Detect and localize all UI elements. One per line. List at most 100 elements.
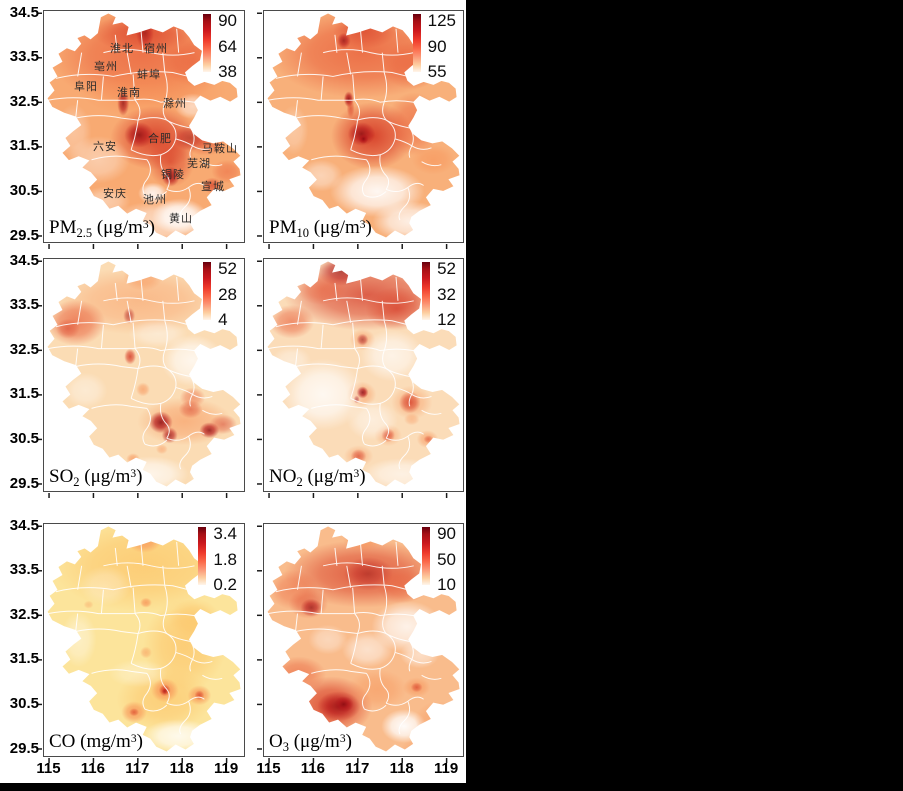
colorbar-tick-min: 12 <box>437 310 456 329</box>
y-tick-label: 31.5 <box>9 385 39 403</box>
colorbar-gradient <box>422 527 431 585</box>
colorbar-tick-min: 55 <box>427 62 447 81</box>
colorbar-tick-max: 52 <box>218 259 237 278</box>
colorbar-gradient <box>203 14 212 72</box>
y-tick-label: 33.5 <box>9 48 39 66</box>
map-so2 <box>46 260 242 488</box>
pollutant-name: NO <box>269 466 297 487</box>
colorbar-gradient <box>412 14 421 72</box>
unit-text: (μg/m <box>308 217 360 238</box>
y-tick-label: 29.5 <box>9 474 39 492</box>
colorbar-labels: 52 28 4 <box>218 260 237 328</box>
map-o3 <box>266 525 461 753</box>
x-tick-label: 119 <box>213 760 239 777</box>
colorbar-tick-min: 10 <box>437 575 456 594</box>
city-label: 池州 <box>143 194 167 206</box>
colorbar-tick-max: 52 <box>437 259 456 278</box>
colorbar-tick-max: 90 <box>218 11 237 30</box>
y-tick-label: 34.5 <box>9 516 39 534</box>
colorbar-tick-mid: 1.8 <box>213 549 237 569</box>
unit-superscript: 3 <box>130 468 137 480</box>
y-axis-ticks <box>257 524 262 756</box>
city-label: 宿州 <box>144 43 168 55</box>
pollutant-subscript: 3 <box>282 740 289 754</box>
x-tick-label: 117 <box>125 760 150 777</box>
colorbar-tick-min: 38 <box>218 62 237 81</box>
unit-text: (μg/m <box>92 217 143 238</box>
y-tick-label: 30.5 <box>9 429 39 447</box>
city-label: 芜湖 <box>187 158 211 170</box>
colorbar-co: 3.4 1.8 0.2 <box>198 525 237 593</box>
x-axis-ticks <box>264 244 463 249</box>
colorbar-no2: 52 32 12 <box>422 260 456 328</box>
unit-superscript: 3 <box>339 733 346 745</box>
y-tick-label: 30.5 <box>9 181 39 199</box>
unit-close: ) <box>136 466 143 487</box>
x-tick-label: 115 <box>256 760 281 777</box>
colorbar-tick-max: 125 <box>427 11 456 30</box>
x-axis-ticks <box>264 758 463 763</box>
unit-close: ) <box>345 731 352 752</box>
x-tick-label: 115 <box>36 760 61 777</box>
y-tick-label: 29.5 <box>9 226 39 244</box>
y-axis-ticks <box>37 11 42 242</box>
pollutant-name: PM <box>49 217 77 238</box>
colorbar-labels: 125 90 55 <box>428 12 456 80</box>
pollutant-subscript: 2 <box>296 475 303 489</box>
x-tick-label: 118 <box>389 760 414 777</box>
unit-superscript: 3 <box>359 219 366 231</box>
pollutant-name: PM <box>269 217 297 238</box>
colorbar-labels: 90 64 38 <box>218 12 237 80</box>
panel-title-no2: NO2 (μg/m3) <box>269 466 366 490</box>
colorbar-pm25: 90 64 38 <box>203 12 237 80</box>
city-label: 六安 <box>93 141 117 153</box>
unit-close: ) <box>359 466 366 487</box>
y-tick-label: 32.5 <box>9 92 39 110</box>
panel-title-so2: SO2 (μg/m3) <box>49 466 142 490</box>
unit-text: (mg/m <box>75 731 131 752</box>
x-axis-ticks <box>264 493 463 498</box>
city-label: 马鞍山 <box>202 143 238 155</box>
panel-title-co: CO (mg/m3) <box>49 731 143 755</box>
x-tick-label: 116 <box>80 760 105 777</box>
y-tick-label: 33.5 <box>9 296 39 314</box>
y-tick-label: 30.5 <box>9 694 39 712</box>
city-label: 阜阳 <box>74 81 98 93</box>
y-tick-label: 33.5 <box>9 561 39 579</box>
panel-title-pm25: PM2.5 (μg/m3) <box>49 217 155 241</box>
unit-text: (μg/m <box>302 466 354 487</box>
pollutant-name: CO <box>49 731 76 752</box>
y-tick-label: 34.5 <box>9 3 39 21</box>
city-label: 亳州 <box>94 61 118 73</box>
x-axis-ticks <box>44 758 244 763</box>
map-co <box>46 525 242 753</box>
colorbar-tick-min: 4 <box>218 310 228 329</box>
y-axis-ticks <box>257 259 262 491</box>
unit-superscript: 3 <box>142 219 149 231</box>
y-tick-label: 32.5 <box>9 605 39 623</box>
y-axis-ticks <box>257 11 262 242</box>
colorbar-tick-mid: 50 <box>437 549 456 569</box>
y-tick-label: 31.5 <box>9 650 39 668</box>
unit-text: (μg/m <box>288 731 340 752</box>
colorbar-tick-mid: 28 <box>218 284 237 304</box>
colorbar-labels: 3.4 1.8 0.2 <box>213 525 237 593</box>
y-axis-ticks <box>37 524 42 756</box>
city-label: 安庆 <box>103 188 127 200</box>
panel-pm10: 125 90 55 PM10 (μg/m3) <box>257 10 464 249</box>
figure-content: 淮北 宿州 亳州 蚌埠 阜阳 淮南 滁州 六安 合肥 马鞍山 芜湖 铜陵 宣城 … <box>0 0 466 783</box>
city-label: 铜陵 <box>161 169 185 181</box>
map-no2 <box>266 260 461 488</box>
unit-text: (μg/m <box>79 466 131 487</box>
unit-close: ) <box>136 731 143 752</box>
colorbar-gradient <box>203 262 212 320</box>
y-tick-label: 29.5 <box>9 739 39 757</box>
colorbar-so2: 52 28 4 <box>203 260 237 328</box>
y-tick-label: 32.5 <box>9 340 39 358</box>
city-label: 宣城 <box>201 181 225 193</box>
pollutant-name: O <box>269 731 283 752</box>
panel-o3: 90 50 10 O3 (μg/m3) <box>257 523 464 763</box>
x-tick-label: 116 <box>300 760 325 777</box>
pollutant-name: SO <box>49 466 74 487</box>
y-axis-ticks <box>37 259 42 491</box>
